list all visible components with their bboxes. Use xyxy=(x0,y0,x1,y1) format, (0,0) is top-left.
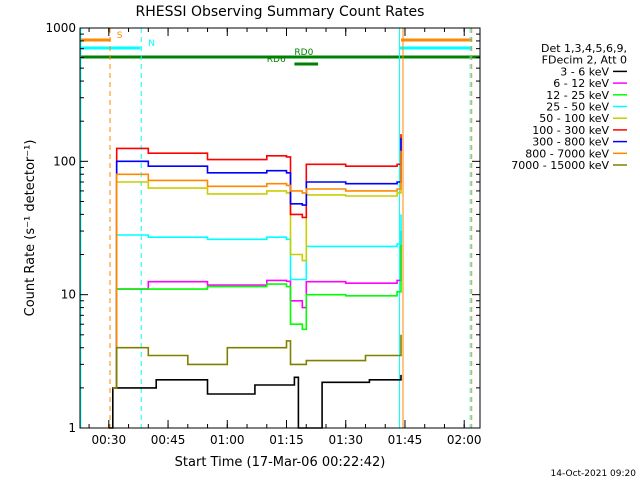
x-tick-label: 00:30 xyxy=(92,433,127,447)
y-tick-label: 1000 xyxy=(45,21,76,35)
flag-bars: S N RD0 RD6 xyxy=(80,31,480,66)
legend: Det 1,3,4,5,6,9,FDecim 2, Att 03 - 6 keV… xyxy=(511,42,627,172)
y-tick-label: 100 xyxy=(53,154,76,168)
x-tick-label: 01:45 xyxy=(388,433,423,447)
x-tick-label: 00:45 xyxy=(151,433,186,447)
series-line xyxy=(112,137,402,389)
y-tick-label: 1 xyxy=(68,421,76,435)
series-line xyxy=(108,374,402,429)
series-line xyxy=(112,334,402,389)
flag-label: RD0 xyxy=(294,48,313,58)
flag-label: S xyxy=(117,31,123,41)
series-line xyxy=(112,150,402,389)
series-line xyxy=(112,231,402,389)
legend-entry: 3 - 6 keV xyxy=(560,65,609,78)
x-axis-label: Start Time (17-Mar-06 00:22:42) xyxy=(175,455,386,470)
chart-title: RHESSI Observing Summary Count Rates xyxy=(136,4,425,20)
legend-entry: 12 - 25 keV xyxy=(546,89,609,102)
flag-label: RD6 xyxy=(267,55,286,65)
y-axis-label: Count Rate (s⁻¹ detector⁻¹) xyxy=(23,140,38,317)
x-ticks: 00:30 00:45 01:00 01:15 01:30 01:45 02:00 xyxy=(88,28,482,447)
series-line xyxy=(112,214,402,389)
legend-entry: 100 - 300 keV xyxy=(532,124,609,137)
y-ticks: 1 10 100 1000 xyxy=(45,21,480,435)
legend-entry: 300 - 800 keV xyxy=(532,136,609,149)
footer-date: 14-Oct-2021 09:20 xyxy=(551,469,637,479)
plot-frame xyxy=(79,27,481,429)
x-tick-label: 01:30 xyxy=(328,433,363,447)
legend-entry: 50 - 100 keV xyxy=(539,112,609,125)
legend-entry: 6 - 12 keV xyxy=(553,77,609,90)
series-lines xyxy=(108,134,402,429)
x-tick-label: 01:00 xyxy=(210,433,245,447)
legend-entry: 800 - 7000 keV xyxy=(525,147,609,160)
series-line xyxy=(112,231,402,389)
legend-entry: 7000 - 15000 keV xyxy=(511,159,609,172)
vertical-markers xyxy=(80,28,473,428)
legend-header: Det 1,3,4,5,6,9, xyxy=(541,42,627,55)
plot-axes xyxy=(79,27,481,429)
x-tick-label: 02:00 xyxy=(447,433,482,447)
series-line xyxy=(112,134,402,389)
x-tick-label: 01:15 xyxy=(269,433,304,447)
legend-header: FDecim 2, Att 0 xyxy=(542,54,627,67)
flag-label: N xyxy=(148,39,155,49)
legend-entry: 25 - 50 keV xyxy=(546,101,609,114)
y-tick-label: 10 xyxy=(61,288,76,302)
